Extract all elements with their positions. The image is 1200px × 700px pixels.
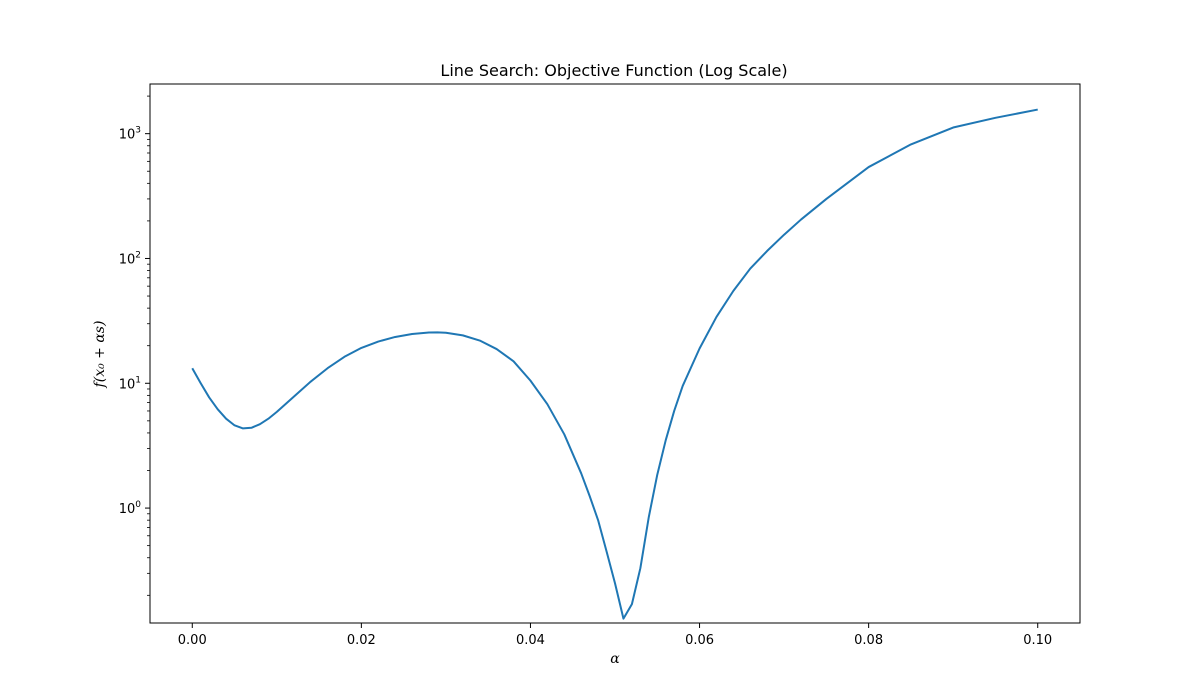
series-line-0 <box>191 108 1038 620</box>
x-tick-label: 0.08 <box>854 633 883 648</box>
plot-area-frame <box>149 83 1081 624</box>
x-axis-ticks: 0.00 0.02 0.04 0.06 0.08 0.10 <box>178 623 1052 648</box>
y-axis-label: f(x₀ + αs) <box>92 321 108 389</box>
y-tick-label: 101 <box>119 375 141 392</box>
y-tick-label: 100 <box>119 500 142 517</box>
series-layer <box>191 108 1038 620</box>
y-axis-ticks: 100 101 102 103 <box>119 95 150 596</box>
x-tick-label: 0.10 <box>1023 633 1052 648</box>
x-tick-label: 0.04 <box>516 633 545 648</box>
x-tick-label: 0.02 <box>347 633 376 648</box>
chart-title: Line Search: Objective Function (Log Sca… <box>440 61 787 80</box>
x-tick-label: 0.06 <box>685 633 714 648</box>
x-tick-label: 0.00 <box>178 633 207 648</box>
y-tick-label: 102 <box>119 250 141 267</box>
y-tick-label: 103 <box>119 126 141 143</box>
x-axis-label: α <box>610 651 620 667</box>
